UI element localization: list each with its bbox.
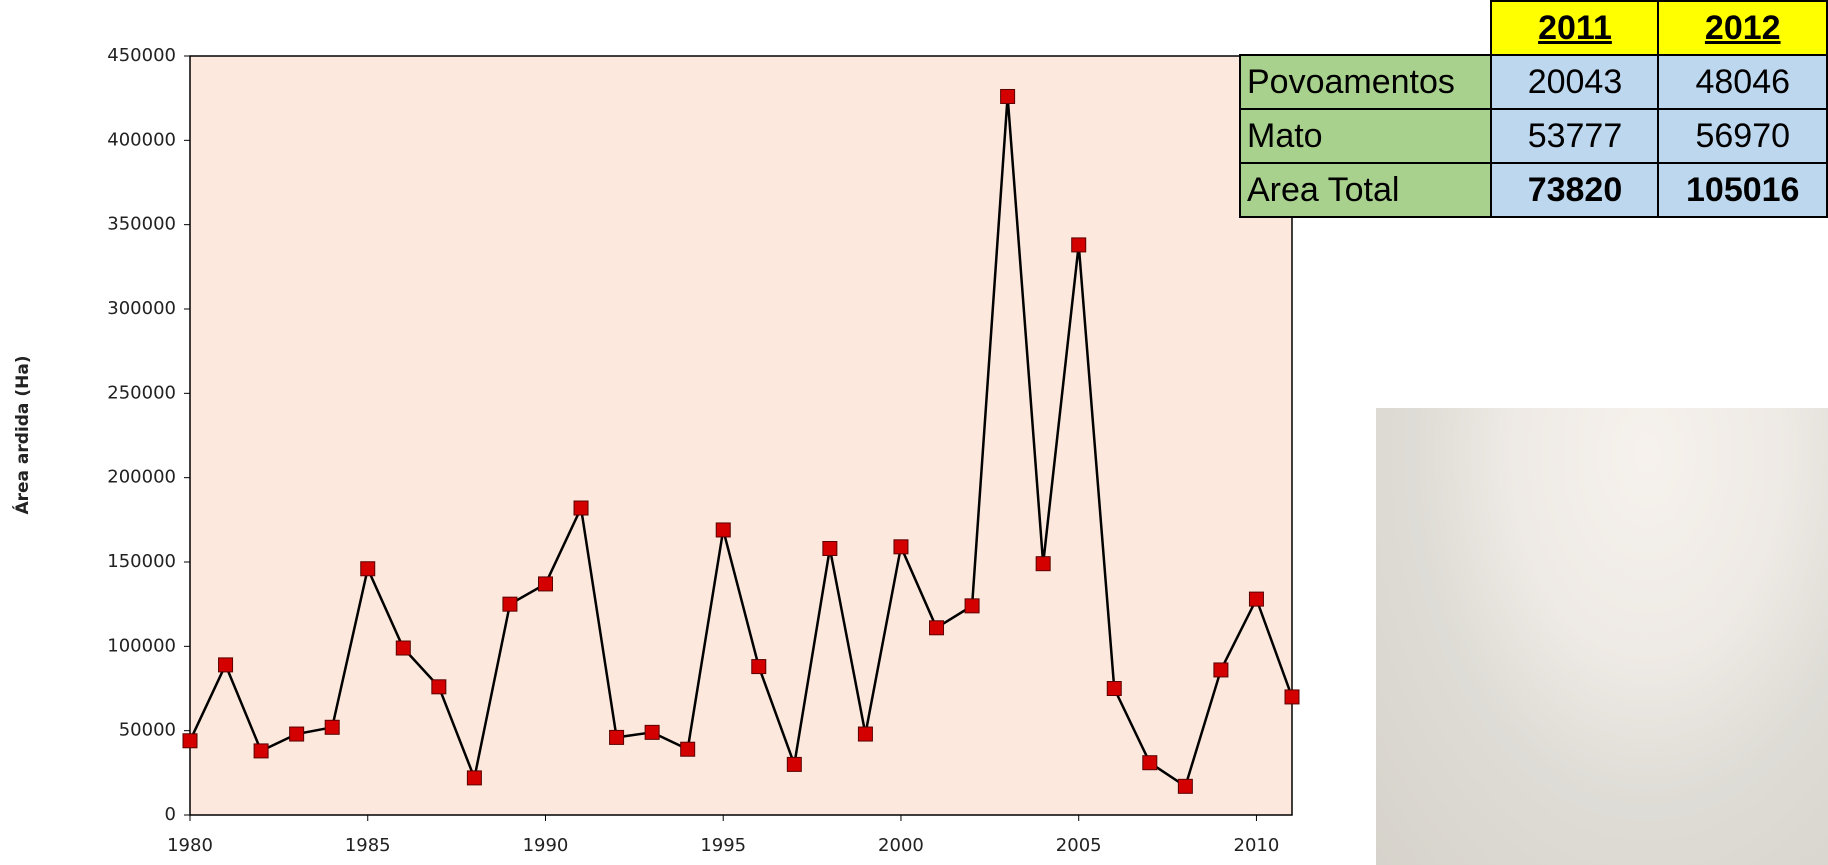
- plot-area: [189, 55, 1293, 816]
- data-point: [324, 719, 340, 735]
- row: Povoamentos 20043 48046: [1238, 54, 1828, 110]
- data-line: [188, 96, 1294, 789]
- row-label: Mato: [1238, 108, 1493, 164]
- y-tick-label: 300000: [107, 298, 176, 319]
- data-point: [537, 576, 553, 592]
- data-point: [466, 770, 482, 786]
- data-point: [1071, 237, 1087, 253]
- data-point: [253, 743, 269, 759]
- cell: 48046: [1657, 54, 1828, 110]
- data-point: [1248, 591, 1264, 607]
- y-tick-label: 450000: [107, 45, 176, 66]
- x-tick-label: 2000: [878, 835, 924, 856]
- row: Mato 53777 56970: [1238, 108, 1828, 164]
- data-point: [502, 596, 518, 612]
- cell: 73820: [1490, 162, 1660, 218]
- header-row: 2011 2012: [1240, 0, 1828, 56]
- data-point: [1213, 662, 1229, 678]
- data-point: [751, 659, 767, 675]
- data-point: [360, 561, 376, 577]
- column-header: 2012: [1657, 0, 1828, 56]
- column-header: 2011: [1490, 0, 1660, 56]
- row: Area Total 73820 105016: [1238, 162, 1828, 218]
- y-tick-label: 0: [165, 804, 176, 825]
- y-tick-label: 350000: [107, 214, 176, 235]
- x-tick-label: 1990: [523, 835, 569, 856]
- data-point: [289, 726, 305, 742]
- y-tick-label: 100000: [107, 635, 176, 656]
- x-tick-label: 1995: [700, 835, 746, 856]
- data-point: [431, 679, 447, 695]
- cell: 105016: [1657, 162, 1828, 218]
- x-tick-label: 2005: [1056, 835, 1102, 856]
- row-label: Area Total: [1238, 162, 1493, 218]
- data-point: [1000, 88, 1016, 104]
- y-tick-label: 200000: [107, 467, 176, 488]
- data-point: [893, 539, 909, 555]
- corner-cell: [1240, 1, 1493, 56]
- data-point: [964, 598, 980, 614]
- data-point: [786, 756, 802, 772]
- data-point: [1284, 689, 1300, 705]
- data-point: [218, 657, 234, 673]
- data-point: [573, 500, 589, 516]
- data-point: [609, 729, 625, 745]
- cell: 53777: [1490, 108, 1660, 164]
- y-axis-label: Área ardida (Ha): [11, 355, 33, 514]
- x-tick-label: 1980: [167, 835, 213, 856]
- cell: 56970: [1657, 108, 1828, 164]
- y-tick-label: 250000: [107, 382, 176, 403]
- data-point: [1035, 556, 1051, 572]
- data-point: [715, 522, 731, 538]
- data-point: [1177, 778, 1193, 794]
- x-tick-label: 2010: [1234, 835, 1280, 856]
- cell: 20043: [1490, 54, 1660, 110]
- data-point: [680, 741, 696, 757]
- data-point: [929, 620, 945, 636]
- data-point: [395, 640, 411, 656]
- x-tick-label: 1985: [345, 835, 391, 856]
- data-point: [644, 724, 660, 740]
- background-photo: [1376, 408, 1828, 865]
- data-point: [182, 733, 198, 749]
- data-point: [1106, 681, 1122, 696]
- y-tick-label: 50000: [119, 720, 176, 741]
- summary-table: 2011 2012 Povoamentos 20043 48046 Mato 5…: [1238, 0, 1828, 218]
- row-label: Povoamentos: [1238, 54, 1493, 110]
- y-tick-label: 150000: [107, 551, 176, 572]
- data-point: [1142, 755, 1158, 771]
- y-tick-label: 400000: [107, 129, 176, 150]
- data-point: [822, 541, 838, 557]
- data-point: [857, 726, 873, 742]
